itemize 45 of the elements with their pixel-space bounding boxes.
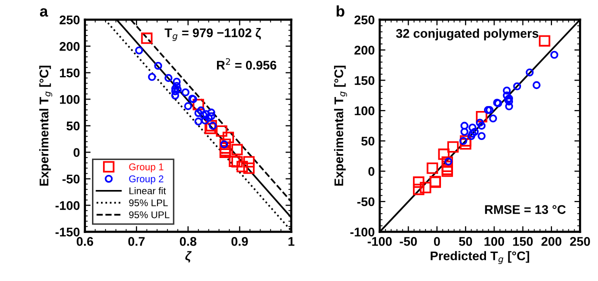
y-tick-label: -150 [56, 228, 80, 236]
y-tick-label: 250 [354, 15, 374, 24]
y-tick-label: 150 [60, 68, 80, 78]
y-tick-label: 100 [60, 95, 80, 104]
x-tick-label: -100 [368, 237, 392, 246]
annotation: 32 conjugated polymers [396, 28, 538, 40]
x-tick-label: 250 [570, 237, 590, 246]
x-axis-title: Predicted T$_{g}$ [°C] [430, 251, 530, 264]
y-tick-label: 150 [354, 76, 374, 85]
y-axis-title: Experimental T$_{g}$ [°C] [39, 66, 52, 186]
y-tick-label: -50 [62, 174, 80, 184]
x-tick-label: 0.7 [128, 237, 145, 246]
x-tick-label: 0.8 [180, 237, 196, 246]
legend-label: 95% UPL [129, 211, 170, 218]
x-tick-label: 50 [459, 237, 472, 246]
y-axis-title: Experimental T$_{g}$ [°C] [334, 66, 348, 186]
x-tick-label: 100 [484, 237, 504, 246]
legend-label: Group 2 [129, 175, 164, 184]
y-tick-label: 200 [354, 46, 374, 55]
y-tick-label: 200 [60, 42, 80, 51]
x-tick-label: 1 [288, 237, 294, 246]
chart-title: a [40, 8, 48, 17]
x-tick-label: 150 [513, 237, 533, 246]
x-tick-label: 0.6 [76, 237, 94, 246]
legend-label: Group 1 [129, 163, 164, 172]
legend-label: Linear fit [129, 187, 166, 194]
y-tick-label: 0 [74, 148, 80, 157]
annotation: R$^{2}$ = 0.956 [216, 58, 276, 70]
x-tick-label: 0.9 [231, 237, 248, 246]
y-tick-label: 50 [66, 122, 80, 130]
annotation: T$_{g}$ = 979 −1102 ζ [164, 28, 261, 41]
y-tick-label: 50 [361, 136, 374, 146]
y-tick-label: -50 [357, 197, 374, 206]
y-tick-label: -100 [56, 201, 80, 210]
x-tick-label: 200 [541, 237, 562, 246]
y-tick-label: 100 [354, 106, 374, 116]
y-tick-label: -100 [350, 228, 374, 236]
y-tick-label: 0 [368, 167, 374, 176]
x-tick-label: 0 [434, 237, 440, 246]
y-tick-label: 250 [60, 15, 80, 24]
legend-label: 95% LPL [129, 199, 168, 206]
x-tick-label: -50 [400, 237, 417, 246]
chart-title: b [336, 5, 344, 17]
annotation: RMSE = 13 °C [485, 205, 566, 214]
x-axis-title: ζ [185, 251, 192, 263]
